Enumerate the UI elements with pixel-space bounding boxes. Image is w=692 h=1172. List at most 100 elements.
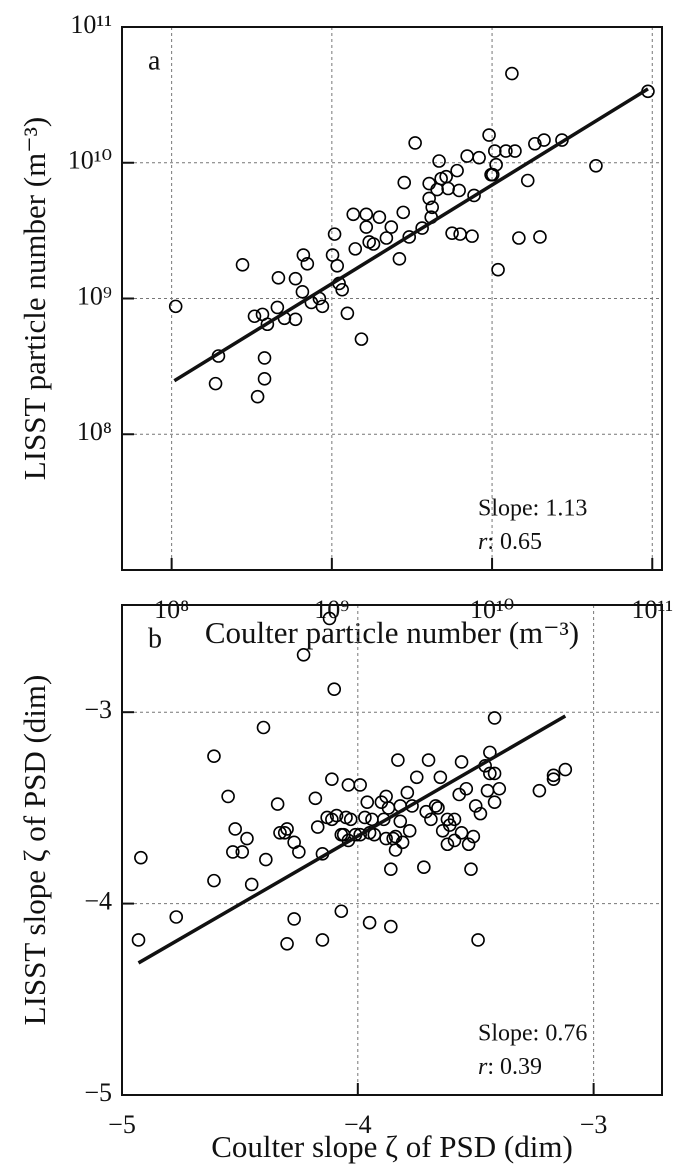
data-point: [454, 825, 469, 840]
data-point: [207, 749, 221, 764]
data-point: [528, 136, 542, 151]
data-point: [422, 191, 436, 206]
data-point: [240, 831, 254, 846]
data-point: [428, 799, 443, 813]
data-point: [558, 762, 573, 777]
data-point: [315, 299, 330, 314]
data-point: [260, 317, 275, 332]
data-point: [131, 933, 146, 947]
y-tick-label: 10¹¹: [70, 10, 112, 39]
data-point: [208, 376, 223, 391]
data-point: [487, 144, 502, 158]
data-point: [341, 778, 356, 792]
data-point: [334, 904, 349, 919]
data-point: [505, 66, 519, 81]
data-point: [417, 860, 431, 875]
data-point: [396, 205, 411, 220]
x-tick-label: 10¹⁰: [470, 595, 514, 624]
y-tick-label: 10¹⁰: [68, 146, 112, 175]
data-point: [367, 827, 382, 842]
data-point: [473, 806, 488, 821]
annotation: Slope: 0.76: [478, 1021, 587, 1047]
data-point: [384, 862, 398, 876]
data-point: [335, 282, 349, 297]
data-point: [271, 271, 286, 285]
plot-frame: [121, 604, 663, 1096]
data-point: [330, 259, 345, 273]
panel-label: b: [148, 623, 162, 654]
data-point: [348, 242, 363, 256]
fit-line: [137, 714, 567, 965]
x-axis-title: Coulter particle number (m⁻³): [205, 615, 579, 650]
data-point: [384, 220, 399, 234]
data-point: [464, 862, 478, 876]
data-point: [256, 720, 271, 735]
data-point: [257, 372, 272, 386]
y-tick-label: −5: [84, 1078, 112, 1107]
data-point: [235, 845, 250, 859]
data-point: [288, 271, 303, 286]
data-point: [441, 181, 455, 196]
annotation: r: 0.39: [478, 1054, 542, 1080]
data-point: [384, 919, 398, 934]
data-point: [482, 128, 496, 142]
data-point: [391, 753, 405, 767]
data-point: [465, 229, 479, 243]
data-point: [315, 933, 330, 947]
data-point: [247, 309, 262, 324]
data-point: [327, 682, 342, 697]
data-point: [397, 175, 412, 190]
data-point: [415, 221, 429, 235]
data-point: [483, 766, 497, 781]
data-point: [454, 755, 469, 769]
data-point: [235, 258, 250, 272]
data-point: [287, 912, 301, 926]
x-tick-label: 10¹¹: [631, 595, 673, 624]
data-point: [533, 230, 547, 244]
data-point: [487, 766, 502, 781]
data-point: [358, 810, 372, 825]
data-point: [422, 176, 436, 191]
data-point: [288, 312, 303, 327]
data-point: [447, 833, 462, 848]
data-point: [244, 877, 259, 892]
data-point: [402, 230, 417, 244]
data-point: [393, 814, 408, 829]
data-point: [325, 812, 339, 827]
data-point: [472, 150, 486, 165]
data-point: [273, 825, 287, 840]
x-tick-label: −5: [108, 1110, 136, 1139]
data-point: [471, 933, 485, 947]
data-point: [270, 300, 285, 315]
panel-label: a: [148, 45, 161, 76]
data-point: [221, 789, 235, 804]
data-point: [491, 262, 505, 277]
data-point: [421, 753, 436, 767]
data-point: [366, 237, 381, 251]
data-point: [372, 210, 387, 225]
data-point: [168, 299, 183, 314]
data-point: [508, 144, 522, 158]
y-tick-label: 10⁹: [77, 281, 112, 310]
data-point: [546, 768, 561, 783]
data-point: [388, 843, 403, 857]
data-point: [499, 144, 513, 158]
data-point: [392, 252, 407, 266]
data-point: [425, 200, 439, 215]
data-point: [270, 797, 285, 811]
data-point: [362, 915, 377, 930]
x-tick-label: 10⁹: [314, 595, 349, 624]
data-point: [295, 285, 310, 299]
data-point: [537, 133, 551, 147]
data-point: [228, 822, 242, 836]
data-point: [432, 154, 446, 168]
data-point: [379, 231, 394, 245]
data-point: [207, 873, 221, 888]
data-point: [452, 183, 466, 198]
data-point: [169, 910, 184, 924]
data-point: [354, 332, 369, 346]
data-point: [520, 173, 535, 188]
data-point: [322, 611, 337, 626]
y-axis-title: LISST slope ζ of PSD (dim): [17, 675, 52, 1026]
